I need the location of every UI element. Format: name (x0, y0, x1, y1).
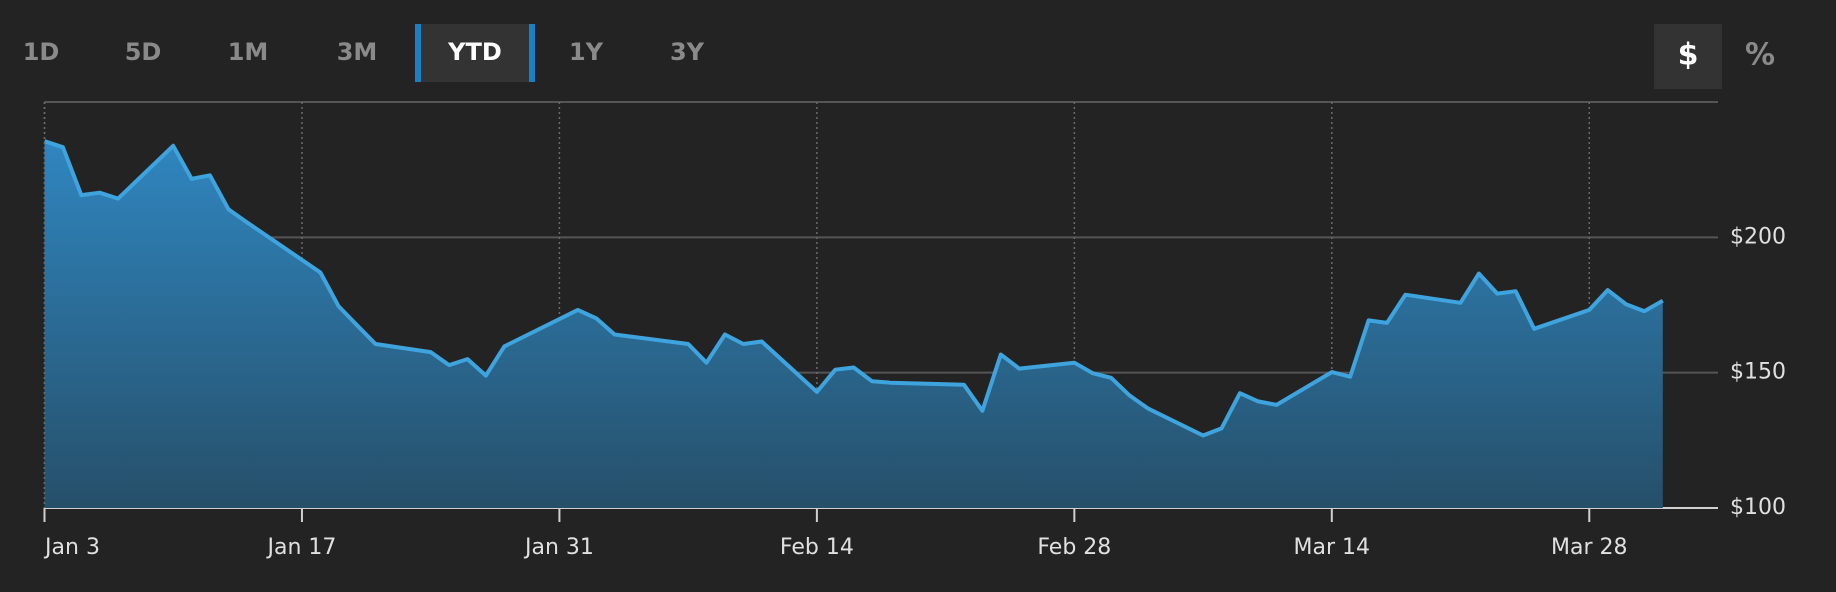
unit-toggle[interactable]: $ (1678, 38, 1699, 73)
range-tab[interactable]: 1D (23, 38, 60, 66)
active-tab-edge (415, 24, 421, 82)
y-tick-label: $150 (1730, 360, 1786, 385)
range-tab[interactable]: 1M (228, 38, 269, 66)
unit-toggle[interactable]: % (1745, 38, 1775, 73)
x-tick-label: Jan 17 (266, 535, 337, 560)
active-unit-bg (1654, 24, 1722, 89)
x-tick-label: Jan 3 (43, 535, 100, 560)
active-tab-bg (415, 24, 535, 82)
x-tick-label: Feb 28 (1037, 535, 1111, 560)
x-tick-label: Mar 28 (1551, 535, 1628, 560)
y-tick-label: $100 (1730, 495, 1786, 520)
area-fill (44, 141, 1663, 508)
range-tab[interactable]: 1Y (569, 38, 604, 66)
range-tab[interactable]: 3Y (670, 38, 705, 66)
x-tick-label: Feb 14 (780, 535, 854, 560)
x-tick-label: Jan 31 (523, 535, 594, 560)
active-tab-edge (529, 24, 535, 82)
range-tab[interactable]: 3M (337, 38, 378, 66)
x-tick-label: Mar 14 (1294, 535, 1371, 560)
price-line (43, 139, 1664, 438)
range-tab[interactable]: YTD (447, 38, 502, 66)
range-tab[interactable]: 5D (125, 38, 162, 66)
y-tick-label: $200 (1730, 224, 1786, 249)
